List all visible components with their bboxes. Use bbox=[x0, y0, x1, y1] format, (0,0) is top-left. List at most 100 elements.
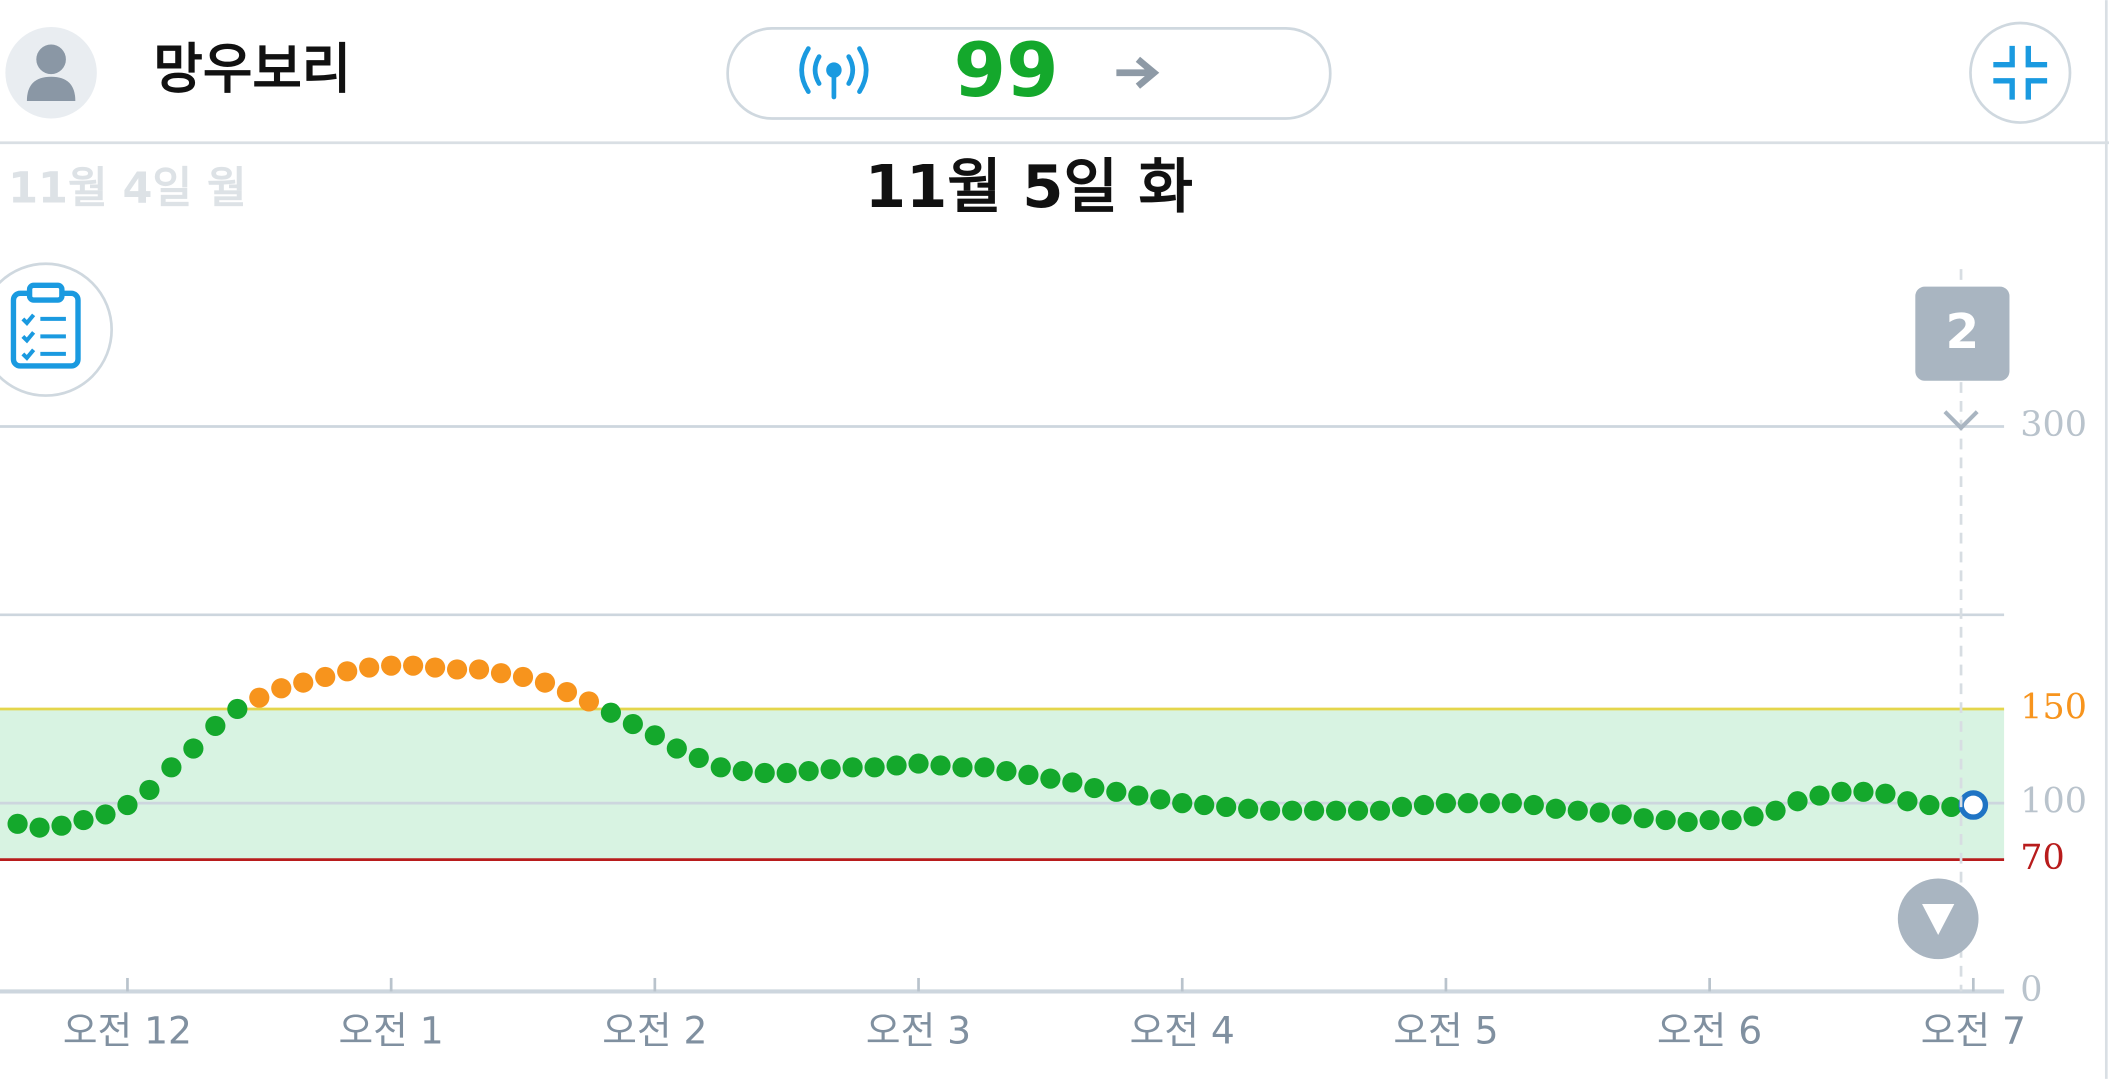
glucose-point bbox=[249, 687, 270, 708]
avatar-head bbox=[36, 44, 66, 75]
glucose-point bbox=[1479, 793, 1500, 814]
glucose-point bbox=[95, 804, 116, 825]
glucose-point bbox=[864, 757, 885, 778]
glucose-point bbox=[1413, 794, 1435, 816]
glucose-point bbox=[51, 815, 72, 836]
log-button[interactable] bbox=[0, 262, 113, 397]
y-tick-label: 100 bbox=[2020, 782, 2087, 822]
glucose-point bbox=[1303, 800, 1325, 821]
clipboard-clip bbox=[26, 282, 65, 303]
x-tick-label: 오전 2 bbox=[602, 1009, 707, 1053]
glucose-point bbox=[1809, 785, 1830, 806]
glucose-point bbox=[512, 666, 534, 688]
trend-arrow bbox=[1116, 56, 1160, 89]
glucose-point bbox=[1128, 785, 1149, 806]
glucose-point bbox=[381, 655, 402, 676]
glucose-point bbox=[732, 761, 753, 782]
glucose-point bbox=[1106, 781, 1127, 802]
glucose-point bbox=[1150, 789, 1171, 810]
glucose-point bbox=[73, 809, 94, 831]
previous-date[interactable]: 11월 4일 월 bbox=[8, 164, 247, 214]
glucose-point bbox=[293, 672, 314, 693]
badge-chevron bbox=[1943, 410, 1979, 431]
current-glucose: 99 bbox=[954, 26, 1059, 114]
y-tick-label: 0 bbox=[2020, 970, 2042, 1010]
glucose-point bbox=[798, 761, 819, 782]
glucose-point bbox=[403, 655, 424, 676]
glucose-point bbox=[1435, 793, 1457, 814]
current-point bbox=[1958, 790, 1989, 820]
glucose-point bbox=[1523, 794, 1544, 816]
glucose-point bbox=[1040, 768, 1061, 789]
x-tick-label: 오전 12 bbox=[63, 1009, 192, 1053]
glucose-point bbox=[1325, 800, 1347, 821]
glucose-point bbox=[139, 779, 160, 801]
badge-count: 2 bbox=[1946, 304, 1980, 360]
avatar-button[interactable] bbox=[5, 27, 97, 119]
signal-wave bbox=[857, 46, 869, 94]
x-tick-label: 오전 6 bbox=[1657, 1009, 1762, 1053]
glucose-point bbox=[1567, 800, 1588, 821]
y-tick-label: 70 bbox=[2020, 838, 2065, 878]
y-tick-label: 150 bbox=[2020, 687, 2087, 727]
glucose-point bbox=[578, 691, 600, 712]
glucose-point bbox=[1018, 764, 1039, 785]
avatar-body bbox=[26, 76, 76, 102]
glucose-point bbox=[446, 659, 468, 680]
glucose-point bbox=[886, 755, 907, 776]
glucose-point bbox=[1853, 781, 1874, 802]
x-tick-label: 오전 5 bbox=[1393, 1009, 1498, 1053]
signal-wave bbox=[799, 46, 811, 94]
glucose-point bbox=[1216, 796, 1237, 817]
glucose-point bbox=[534, 672, 556, 693]
glucose-point bbox=[337, 661, 358, 682]
glucose-point bbox=[183, 738, 204, 759]
glucose-point bbox=[468, 659, 490, 680]
signal-wave bbox=[812, 54, 822, 86]
glucose-point bbox=[1238, 798, 1259, 819]
glucose-point bbox=[1260, 800, 1281, 821]
glucose-point bbox=[666, 738, 687, 759]
glucose-point bbox=[161, 757, 182, 778]
glucose-point bbox=[205, 715, 226, 737]
glucose-point bbox=[1941, 796, 1962, 817]
scroll-icon bbox=[1922, 904, 1955, 935]
glucose-point bbox=[1194, 794, 1215, 816]
glucose-point bbox=[1699, 809, 1720, 831]
glucose-point bbox=[996, 761, 1017, 782]
glucose-point bbox=[1787, 791, 1808, 812]
glucose-point bbox=[930, 755, 951, 776]
glucose-point bbox=[1875, 783, 1896, 804]
glucose-point bbox=[556, 681, 578, 703]
status-pill[interactable] bbox=[726, 27, 1332, 120]
glucose-point bbox=[1457, 793, 1478, 814]
glucose-point bbox=[271, 678, 292, 699]
collapse-bg bbox=[1969, 21, 2072, 124]
glucose-point bbox=[359, 657, 380, 678]
glucose-point bbox=[1391, 796, 1413, 817]
glucose-point bbox=[908, 753, 929, 774]
glucose-point bbox=[425, 657, 446, 678]
glucose-point bbox=[1545, 798, 1566, 819]
glucose-point bbox=[776, 762, 797, 784]
x-tick-label: 오전 7 bbox=[1921, 1009, 2026, 1053]
badge[interactable] bbox=[1915, 286, 2010, 381]
glucose-point bbox=[1501, 793, 1522, 814]
x-tick-label: 오전 3 bbox=[866, 1009, 971, 1053]
glucose-point bbox=[1919, 794, 1940, 816]
current-date: 11월 5일 화 bbox=[865, 152, 1193, 221]
glucose-point bbox=[1765, 800, 1786, 821]
glucose-point bbox=[754, 762, 775, 784]
glucose-point bbox=[1589, 802, 1610, 823]
glucose-point bbox=[952, 757, 973, 778]
collapse-icon bbox=[1993, 45, 2048, 100]
glucose-point bbox=[1611, 804, 1632, 825]
collapse-button[interactable] bbox=[1969, 21, 2072, 124]
glucose-point bbox=[1062, 772, 1083, 793]
glucose-point bbox=[1172, 793, 1193, 814]
glucose-point bbox=[688, 747, 709, 769]
glucose-point bbox=[1347, 800, 1369, 821]
glucose-point bbox=[117, 794, 138, 816]
scroll-down-button[interactable] bbox=[1897, 878, 1979, 960]
